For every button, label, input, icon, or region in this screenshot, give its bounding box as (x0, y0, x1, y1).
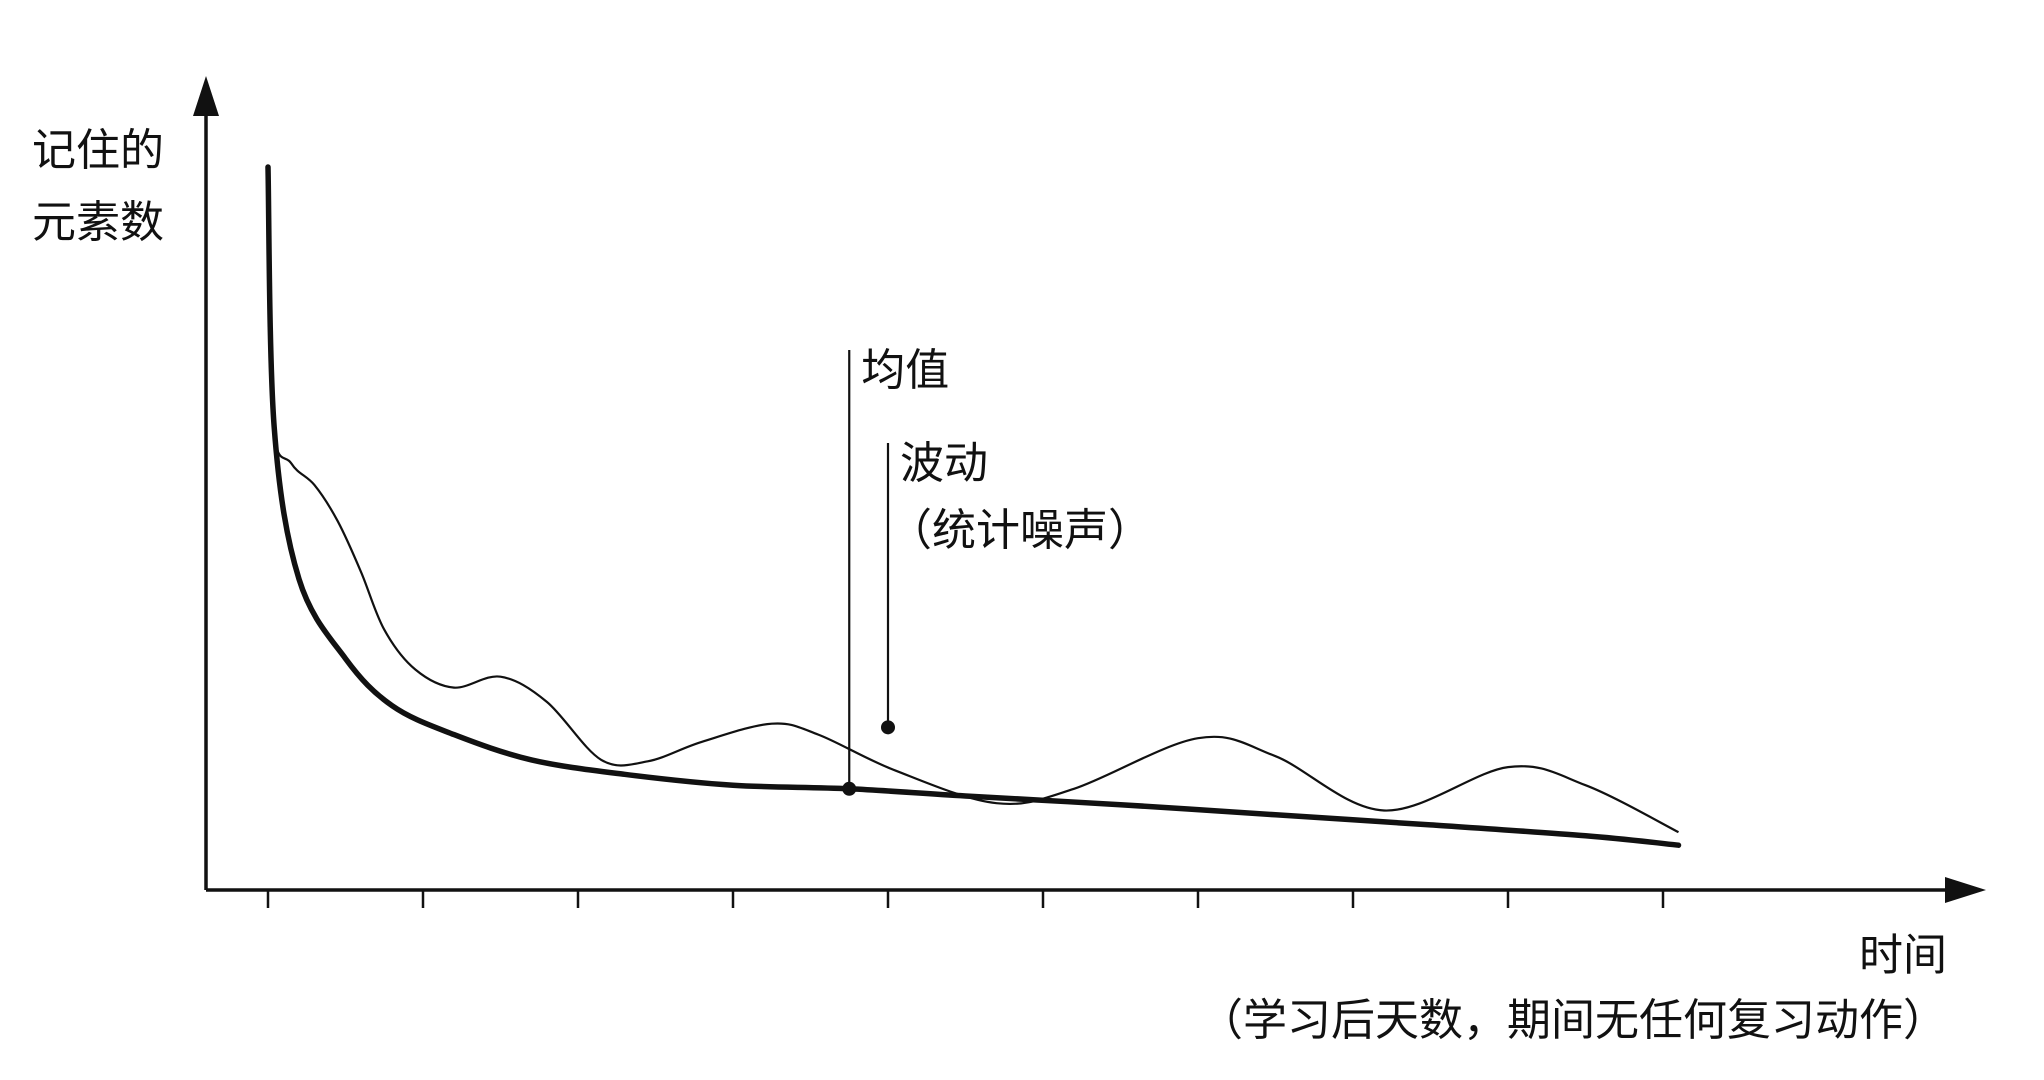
y-axis-arrow (193, 76, 219, 116)
x-axis-label-line-1: 时间 (1859, 930, 1947, 981)
annotation-label: 波动 (900, 438, 988, 489)
annotation-label: 均值 (861, 345, 949, 396)
x-axis-label-line-2: （学习后天数，期间无任何复习动作） (1199, 995, 1947, 1046)
annotation-label: （统计噪声） (888, 505, 1152, 556)
y-axis-label-line-1: 记住的 (32, 125, 164, 176)
series-line-mean (265, 164, 1682, 848)
series-line-noise (266, 166, 1679, 834)
x-ticks (266, 890, 1665, 908)
annotation-point (881, 720, 895, 735)
y-axis-label-line-2: 元素数 (32, 197, 164, 248)
x-axis-arrow (1945, 877, 1986, 903)
annotation-point (842, 781, 857, 796)
